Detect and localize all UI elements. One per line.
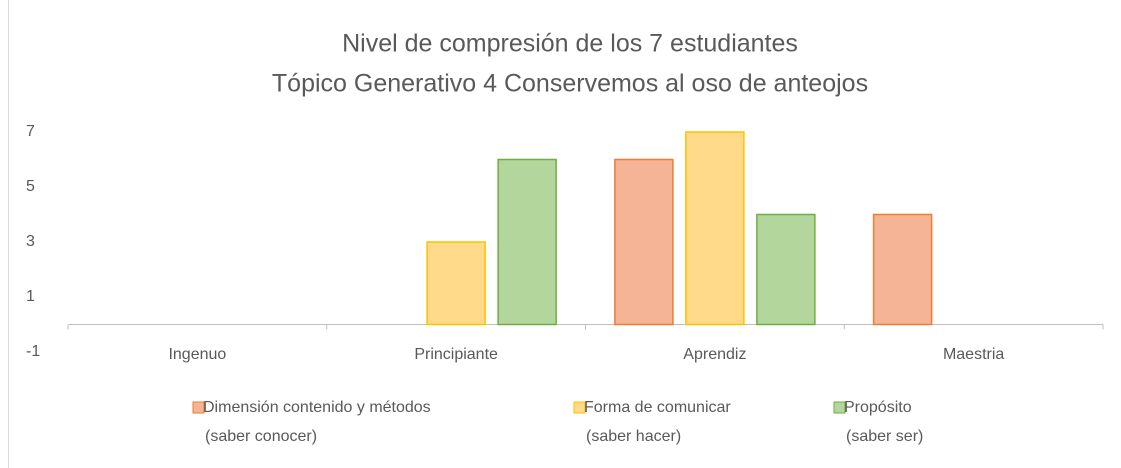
legend-label: (saber hacer)	[586, 428, 681, 445]
y-tick-label: 1	[26, 288, 35, 305]
chart-title: Tópico Generativo 4 Conservemos al oso d…	[272, 70, 868, 98]
x-tick-label: Principiante	[414, 346, 498, 363]
legend-swatch	[192, 401, 205, 414]
legend-label: Propósito	[844, 399, 912, 416]
bar	[756, 213, 816, 326]
y-tick-label: 7	[26, 123, 35, 140]
legend-label: (saber ser)	[846, 428, 923, 445]
bar	[614, 158, 674, 326]
x-tick-label: Maestria	[943, 346, 1004, 363]
y-tick-label: 5	[26, 178, 35, 195]
bar	[872, 213, 933, 326]
legend-label: (saber conocer)	[205, 428, 317, 445]
y-tick-label: -1	[26, 343, 40, 360]
bar	[497, 158, 557, 326]
bar	[685, 131, 745, 326]
legend-label: Forma de comunicar	[584, 399, 731, 416]
legend-swatch	[833, 401, 846, 414]
x-tick-label: Ingenuo	[168, 346, 226, 363]
y-tick-label: 3	[26, 233, 35, 250]
x-tick-label: Aprendiz	[683, 346, 746, 363]
legend-label: Dimensión contenido y métodos	[203, 399, 431, 416]
bar	[426, 241, 486, 326]
chart-title: Nivel de compresión de los 7 estudiantes	[342, 30, 798, 58]
legend-swatch	[573, 401, 586, 414]
